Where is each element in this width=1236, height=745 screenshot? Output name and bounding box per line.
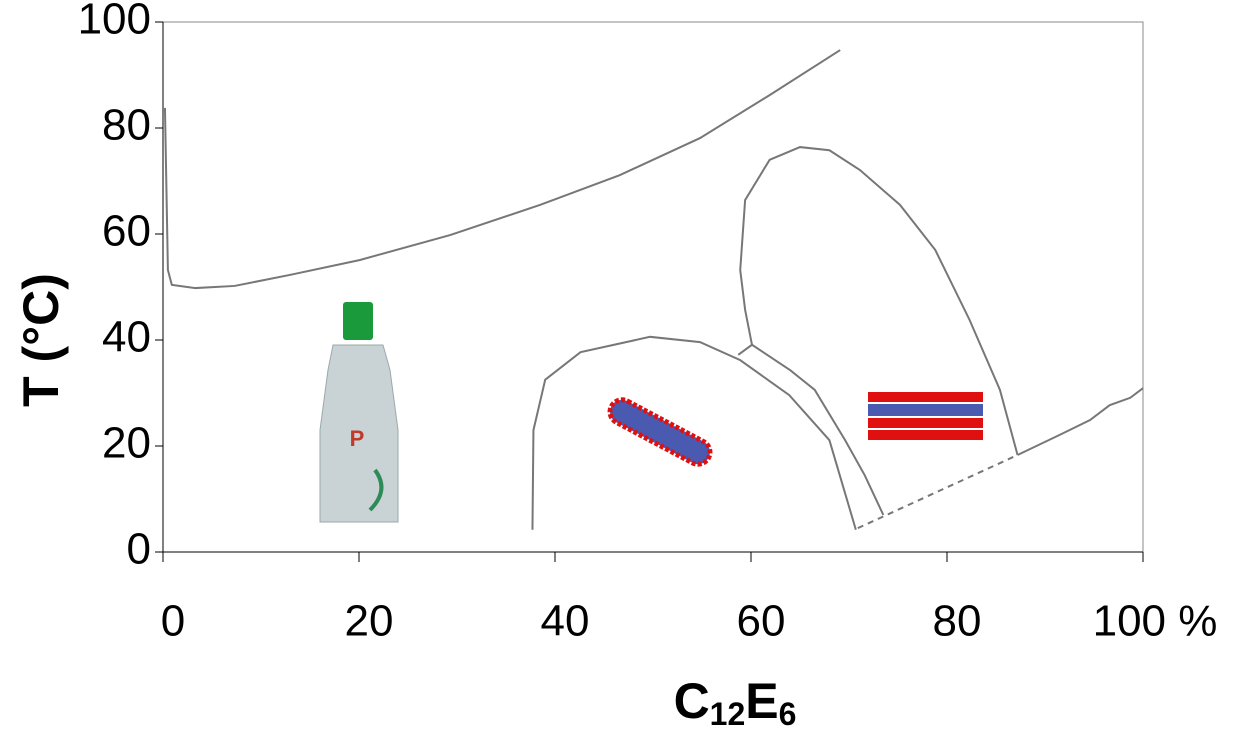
phase-boundary xyxy=(858,455,1018,528)
y-tick-label: 60 xyxy=(102,207,151,256)
plot-frame xyxy=(163,22,1143,552)
x-axis-label-sub: 6 xyxy=(779,696,797,732)
x-axis-label-sub: 12 xyxy=(710,696,746,732)
x-axis-label-part: E xyxy=(745,673,778,729)
x-tick-label: 60 xyxy=(737,597,786,646)
chart: P T (°C) C12E6 0 20 40 60 80 100 0 20 40 60 80 100 … xyxy=(0,0,1236,740)
x-axis-label-part: C xyxy=(674,673,710,729)
x-tick-label: 40 xyxy=(541,597,590,646)
y-tick-label: 0 xyxy=(127,525,151,574)
rod-micelle xyxy=(606,396,714,469)
y-tick-label: 100 xyxy=(78,0,151,44)
phase-boundary xyxy=(738,345,883,515)
y-tick-label: 40 xyxy=(102,313,151,362)
y-tick-label: 80 xyxy=(102,101,151,150)
phase-boundary xyxy=(1018,388,1143,455)
x-tick-label: 100 % xyxy=(1093,597,1218,646)
svg-text:P: P xyxy=(350,426,365,451)
phase-boundary xyxy=(165,50,840,288)
detergent-bottle: P xyxy=(320,302,398,522)
x-tick-label: 20 xyxy=(345,597,394,646)
y-tick-label: 20 xyxy=(102,419,151,468)
x-tick-label: 80 xyxy=(933,597,982,646)
x-tick-label: 0 xyxy=(161,597,185,646)
x-axis-label: C12E6 xyxy=(674,673,797,732)
lamellar-phase xyxy=(868,392,983,440)
y-axis-label: T (°C) xyxy=(13,273,69,407)
phase-boundary xyxy=(532,337,855,530)
